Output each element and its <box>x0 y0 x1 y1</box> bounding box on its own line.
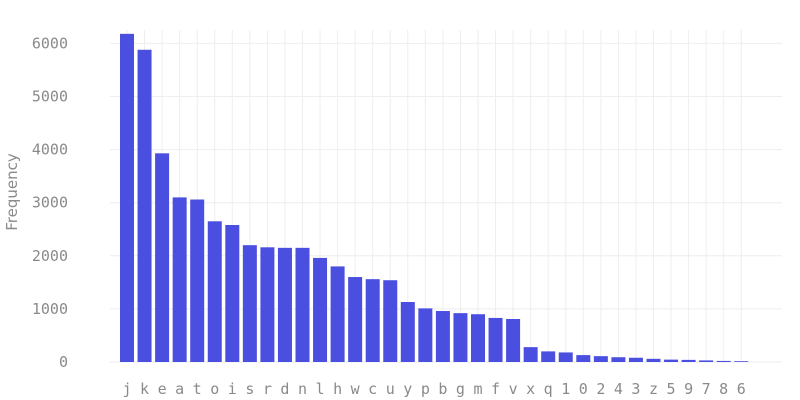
x-tick-label-h: h <box>333 380 342 398</box>
x-tick-label-1: 1 <box>561 380 570 398</box>
y-tick-label: 5000 <box>32 88 68 106</box>
x-tick-label-4: 4 <box>614 380 623 398</box>
bar-0 <box>576 355 591 362</box>
bar-j <box>120 33 134 362</box>
bar-p <box>418 308 433 362</box>
bar-m <box>471 314 485 362</box>
bar-x <box>523 347 538 362</box>
y-axis-title: Frequency <box>3 153 21 231</box>
bar-b <box>435 311 450 362</box>
y-tick-label: 3000 <box>32 194 68 212</box>
y-tick-label: 6000 <box>32 34 68 52</box>
bar-c <box>365 279 380 362</box>
x-tick-label-8: 8 <box>719 380 728 398</box>
x-tick-label-n: n <box>298 380 307 398</box>
x-tick-label-g: g <box>456 380 465 398</box>
bar-7 <box>699 360 714 362</box>
x-tick-label-m: m <box>473 380 482 398</box>
x-tick-label-s: s <box>245 380 254 398</box>
x-tick-label-j: j <box>122 380 131 398</box>
x-tick-label-3: 3 <box>631 380 640 398</box>
x-tick-label-w: w <box>351 380 361 398</box>
bar-2 <box>593 356 608 362</box>
bar-8 <box>716 360 731 362</box>
x-tick-label-l: l <box>316 380 325 398</box>
bar-l <box>313 257 328 362</box>
bar-v <box>506 318 521 362</box>
bar-h <box>330 266 345 362</box>
x-tick-label-k: k <box>140 380 149 398</box>
y-tick-label: 4000 <box>32 141 68 159</box>
x-tick-label-y: y <box>403 380 412 398</box>
x-tick-label-i: i <box>228 380 237 398</box>
x-tick-label-5: 5 <box>667 380 676 398</box>
bar-r <box>260 247 275 362</box>
bars <box>120 33 749 362</box>
x-tick-label-9: 9 <box>684 380 693 398</box>
bar-1 <box>558 352 573 362</box>
x-tick-label-x: x <box>526 380 535 398</box>
bar-4 <box>611 357 626 362</box>
x-tick-label-c: c <box>368 380 377 398</box>
y-tick-label: 1000 <box>32 300 68 318</box>
bar-9 <box>681 359 696 362</box>
bar-a <box>172 197 187 362</box>
bar-w <box>348 277 363 362</box>
bar-d <box>277 247 292 362</box>
bar-6 <box>734 361 749 362</box>
bar-z <box>646 358 661 362</box>
bar-o <box>207 221 222 362</box>
bar-n <box>295 247 310 362</box>
x-tick-label-a: a <box>175 380 184 398</box>
bar-g <box>453 313 468 362</box>
bar-5 <box>664 359 679 362</box>
horizontal-gridlines <box>110 42 782 363</box>
x-tick-label-e: e <box>158 380 167 398</box>
bar-s <box>242 245 257 362</box>
x-tick-label-7: 7 <box>702 380 711 398</box>
x-tick-label-d: d <box>280 380 289 398</box>
x-tick-label-u: u <box>386 380 395 398</box>
x-tick-label-0: 0 <box>579 380 588 398</box>
y-tick-label: 2000 <box>32 247 68 265</box>
bar-3 <box>628 357 643 362</box>
bar-t <box>190 199 205 362</box>
x-tick-label-q: q <box>544 380 553 398</box>
x-tick-label-o: o <box>210 380 219 398</box>
x-tick-label-b: b <box>438 380 447 398</box>
bar-y <box>400 301 415 362</box>
bar-q <box>541 351 556 362</box>
x-tick-label-t: t <box>193 380 202 398</box>
bar-k <box>137 49 152 362</box>
bar-e <box>155 153 170 362</box>
x-tick-label-f: f <box>491 380 500 398</box>
bar-u <box>383 280 398 362</box>
y-tick-label: 0 <box>59 353 68 371</box>
bar-i <box>225 225 240 362</box>
x-tick-label-6: 6 <box>737 380 746 398</box>
bar-f <box>488 317 503 362</box>
x-tick-label-v: v <box>509 380 518 398</box>
x-tick-label-z: z <box>649 380 658 398</box>
x-tick-label-r: r <box>263 380 272 398</box>
y-axis-tick-labels: 0 1000 2000 3000 4000 5000 6000 <box>32 34 68 371</box>
x-tick-label-p: p <box>421 380 430 398</box>
x-tick-label-2: 2 <box>596 380 605 398</box>
